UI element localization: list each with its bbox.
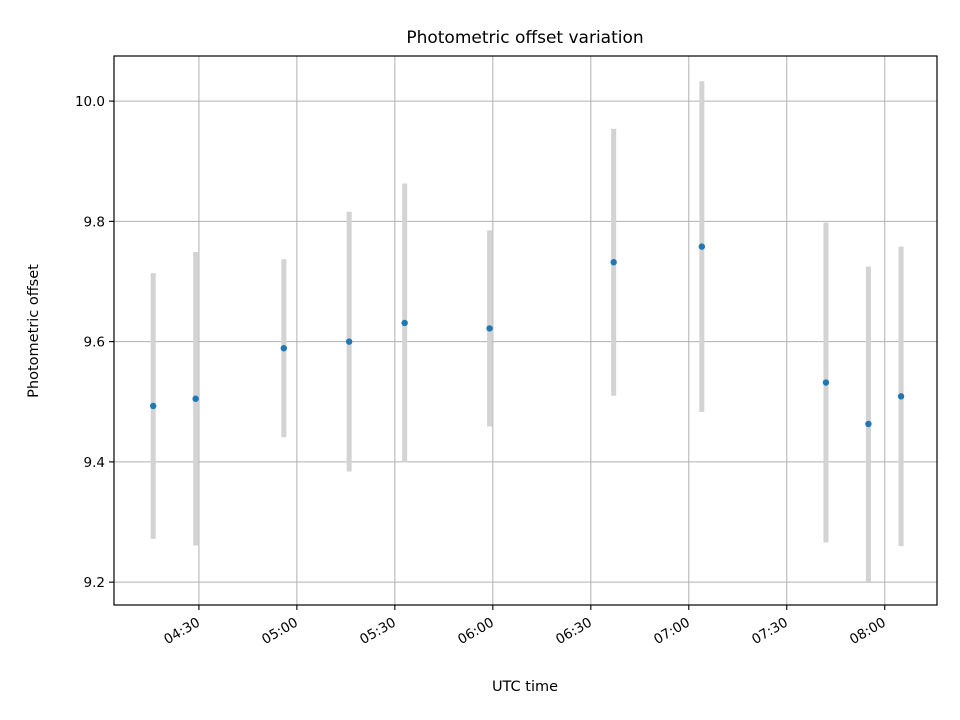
data-point — [610, 259, 617, 266]
y-tick-label: 9.6 — [84, 335, 105, 351]
data-point — [345, 338, 353, 345]
y-tick-label: 9.4 — [84, 455, 105, 471]
data-point — [698, 243, 706, 250]
grid — [114, 56, 937, 605]
y-axis: 9.2 9.4 9.6 9.8 10.0 — [75, 94, 114, 591]
data-points — [149, 243, 905, 428]
data-point — [401, 319, 408, 327]
y-tick-label: 9.8 — [84, 214, 105, 230]
y-tick-label: 10.0 — [75, 94, 105, 110]
data-point — [865, 420, 872, 428]
plot-frame — [113, 55, 938, 606]
data-point — [486, 325, 493, 332]
data-point — [822, 379, 830, 386]
data-point — [280, 345, 288, 352]
y-tick-label: 9.2 — [84, 575, 105, 591]
data-point — [897, 393, 905, 400]
x-axis-label: UTC time — [492, 679, 558, 695]
chart-title: Photometric offset variation — [406, 28, 643, 48]
y-axis-label: Photometric offset — [26, 264, 42, 398]
data-point — [149, 402, 157, 410]
data-point — [192, 395, 199, 402]
